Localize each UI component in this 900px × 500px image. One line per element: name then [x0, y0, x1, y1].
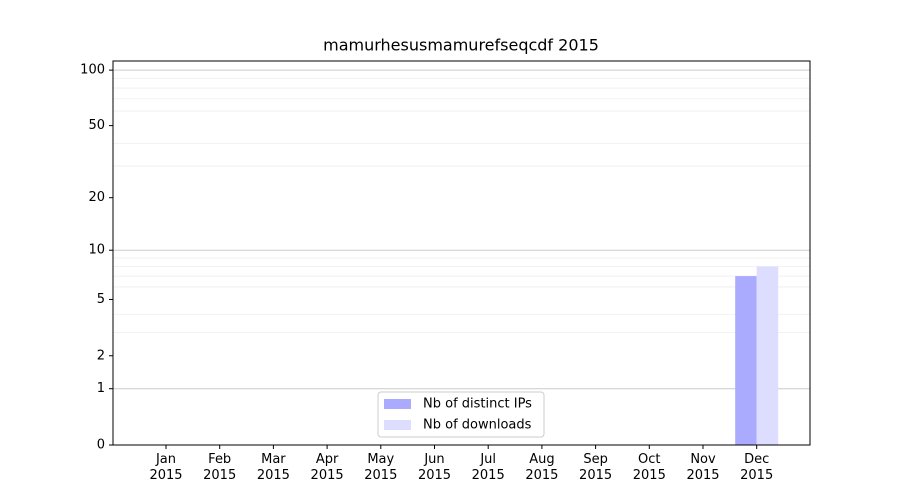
x-tick-label: May 2015: [364, 452, 398, 483]
legend-swatch: [384, 420, 411, 430]
legend-box: [377, 391, 545, 438]
legend-label: Nb of distinct IPs: [423, 397, 532, 412]
x-tick-label: Nov 2015: [686, 452, 720, 483]
x-tick-label: Apr 2015: [310, 452, 344, 483]
y-tick-label: 10: [88, 243, 105, 258]
x-tick-label: Oct 2015: [632, 452, 666, 483]
y-tick-label: 20: [88, 190, 105, 205]
x-tick-label: Jan 2015: [149, 452, 183, 483]
plot-frame: [112, 60, 811, 446]
x-tick-label: Mar 2015: [256, 452, 290, 483]
bar: [735, 276, 757, 445]
chart-title: mamurhesusmamurefseqcdf 2015: [323, 36, 599, 55]
y-tick-label: 1: [97, 381, 105, 396]
legend-swatch: [384, 399, 411, 409]
legend-label: Nb of downloads: [423, 418, 532, 433]
y-tick-label: 50: [88, 118, 105, 133]
y-tick-label: 5: [97, 292, 105, 307]
bar: [756, 266, 779, 445]
y-tick-label: 0: [97, 438, 105, 453]
x-tick-label: Feb 2015: [203, 452, 237, 483]
x-tick-label: Dec 2015: [740, 452, 774, 483]
legend: Nb of distinct IPs Nb of downloads: [377, 391, 545, 438]
x-tick-label: Jul 2015: [471, 452, 505, 483]
y-tick-label: 100: [80, 63, 105, 78]
x-tick-label: Aug 2015: [525, 452, 559, 483]
x-tick-label: Jun 2015: [417, 452, 452, 483]
x-tick-label: Sep 2015: [579, 452, 613, 483]
y-tick-label: 2: [97, 348, 105, 363]
